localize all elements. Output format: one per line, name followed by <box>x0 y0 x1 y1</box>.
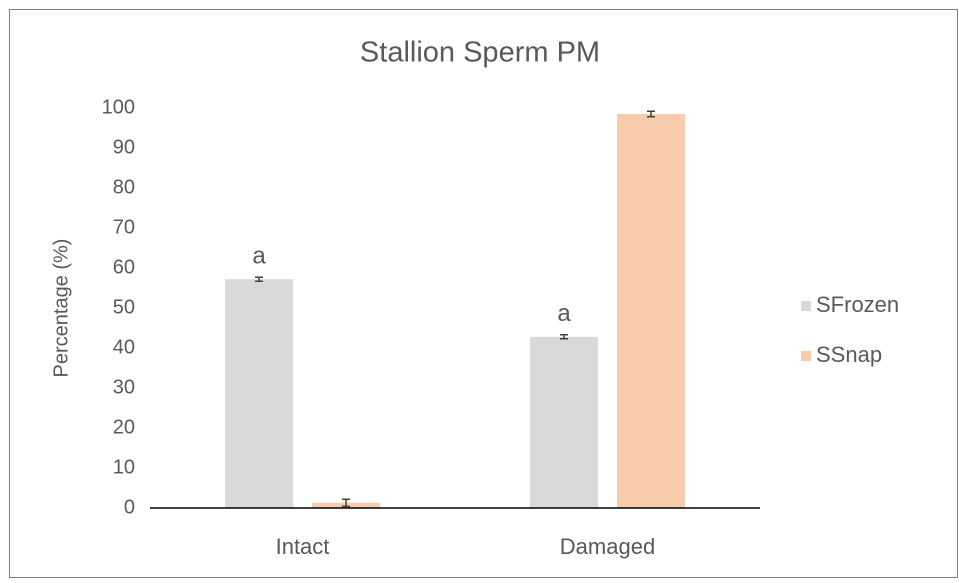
y-tick-label: 20 <box>113 416 135 438</box>
y-tick-label: 10 <box>113 456 135 478</box>
y-tick-label: 90 <box>113 136 135 158</box>
error-bar <box>647 110 655 118</box>
y-tick-label: 40 <box>113 336 135 358</box>
legend-label: SSnap <box>816 342 882 367</box>
legend-swatch <box>801 351 811 361</box>
y-axis-title: Percentage (%) <box>50 239 72 378</box>
y-tick-label: 100 <box>102 96 135 118</box>
bar <box>617 114 685 508</box>
x-tick-label: Damaged <box>560 534 655 559</box>
legend-swatch <box>801 301 811 311</box>
bar <box>530 336 598 508</box>
y-tick-label: 50 <box>113 296 135 318</box>
y-tick-label: 60 <box>113 256 135 278</box>
bar <box>225 279 293 508</box>
legend-label: SFrozen <box>816 292 899 317</box>
y-tick-label: 0 <box>124 496 135 518</box>
error-bar <box>560 334 568 340</box>
chart-title: Stallion Sperm PM <box>360 37 600 69</box>
error-bar <box>342 498 350 508</box>
x-tick-label: Intact <box>276 534 330 559</box>
y-tick-label: 70 <box>113 216 135 238</box>
y-tick-label: 30 <box>113 376 135 398</box>
error-bar <box>255 276 263 282</box>
chart-frame <box>9 9 958 578</box>
bar-annotation: a <box>252 243 266 270</box>
y-tick-label: 80 <box>113 176 135 198</box>
bar-annotation: a <box>557 300 571 327</box>
